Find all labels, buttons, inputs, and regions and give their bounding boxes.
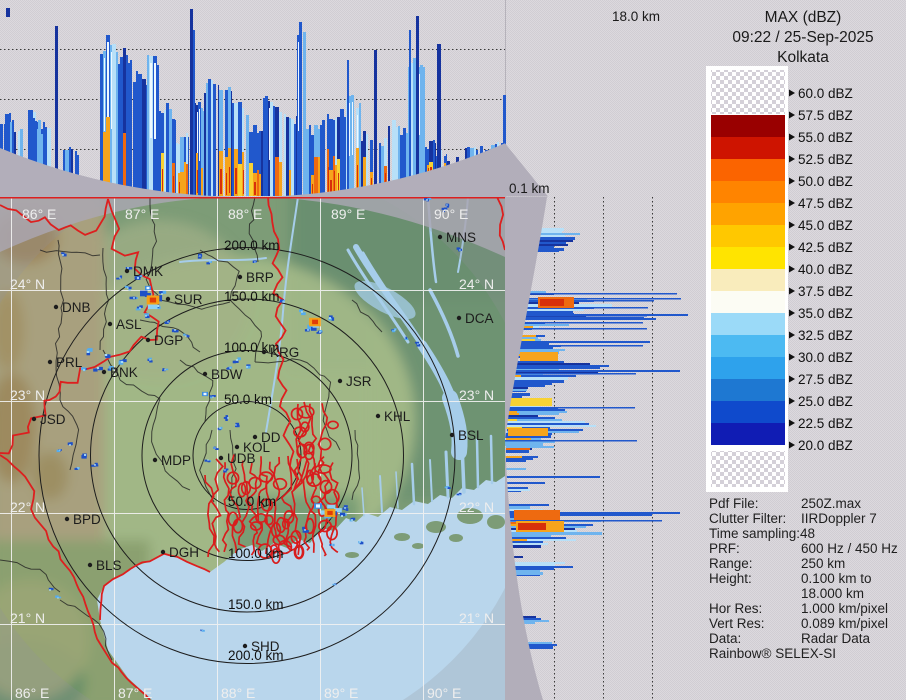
svg-text:0.089 km/pixel: 0.089 km/pixel <box>801 616 888 631</box>
svg-text:88° E: 88° E <box>228 206 262 222</box>
svg-text:BSL: BSL <box>458 428 484 443</box>
svg-text:150.0 km: 150.0 km <box>224 289 280 304</box>
svg-text:23° N: 23° N <box>10 387 45 403</box>
svg-text:KRG: KRG <box>270 345 299 360</box>
svg-text:22.5 dBZ: 22.5 dBZ <box>798 416 853 431</box>
svg-text:40.0 dBZ: 40.0 dBZ <box>798 262 853 277</box>
svg-text:25.0 dBZ: 25.0 dBZ <box>798 394 853 409</box>
svg-text:100.0 km: 100.0 km <box>228 546 284 561</box>
svg-text:09:22 / 25-Sep-2025: 09:22 / 25-Sep-2025 <box>732 29 873 46</box>
svg-text:30.0 dBZ: 30.0 dBZ <box>798 350 853 365</box>
svg-text:0.1 km: 0.1 km <box>509 181 550 196</box>
svg-text:42.5 dBZ: 42.5 dBZ <box>798 240 853 255</box>
svg-text:Data:: Data: <box>709 631 741 646</box>
svg-text:18.0 km: 18.0 km <box>612 9 660 24</box>
svg-text:Height:: Height: <box>709 571 752 586</box>
svg-text:87° E: 87° E <box>118 685 152 700</box>
svg-text:Pdf File:: Pdf File: <box>709 496 759 511</box>
svg-text:50.0 dBZ: 50.0 dBZ <box>798 174 853 189</box>
svg-text:50.0 km: 50.0 km <box>228 494 276 509</box>
svg-text:Time sampling:48: Time sampling:48 <box>709 526 815 541</box>
svg-text:SUR: SUR <box>174 292 203 307</box>
svg-text:200.0 km: 200.0 km <box>228 648 284 663</box>
svg-text:60.0 dBZ: 60.0 dBZ <box>798 86 853 101</box>
svg-text:PRL: PRL <box>56 355 83 370</box>
svg-text:MDP: MDP <box>161 453 191 468</box>
svg-text:150.0 km: 150.0 km <box>228 597 284 612</box>
svg-text:90° E: 90° E <box>427 685 461 700</box>
svg-text:55.0 dBZ: 55.0 dBZ <box>798 130 853 145</box>
svg-text:32.5 dBZ: 32.5 dBZ <box>798 328 853 343</box>
svg-text:BPD: BPD <box>73 512 101 527</box>
svg-text:SHD: SHD <box>251 639 280 654</box>
svg-text:ASL: ASL <box>116 317 142 332</box>
svg-text:DD: DD <box>261 430 281 445</box>
svg-text:88° E: 88° E <box>221 685 255 700</box>
svg-text:DMK: DMK <box>133 264 163 279</box>
svg-text:JSD: JSD <box>40 412 66 427</box>
svg-text:89° E: 89° E <box>324 685 358 700</box>
svg-text:89° E: 89° E <box>331 206 365 222</box>
svg-text:Radar Data: Radar Data <box>801 631 871 646</box>
svg-text:BLS: BLS <box>96 558 122 573</box>
svg-text:47.5 dBZ: 47.5 dBZ <box>798 196 853 211</box>
svg-text:JSR: JSR <box>346 374 372 389</box>
svg-text:BNK: BNK <box>110 365 138 380</box>
svg-text:BDW: BDW <box>211 367 243 382</box>
svg-text:DNB: DNB <box>62 300 91 315</box>
svg-text:600 Hz / 450 Hz: 600 Hz / 450 Hz <box>801 541 898 556</box>
svg-text:22° N: 22° N <box>10 499 45 515</box>
svg-text:57.5 dBZ: 57.5 dBZ <box>798 108 853 123</box>
svg-text:MNS: MNS <box>446 230 476 245</box>
svg-text:20.0 dBZ: 20.0 dBZ <box>798 438 853 453</box>
svg-text:Range:: Range: <box>709 556 753 571</box>
svg-text:50.0 km: 50.0 km <box>224 392 272 407</box>
svg-text:24° N: 24° N <box>10 276 45 292</box>
svg-text:KHL: KHL <box>384 409 411 424</box>
svg-text:24° N: 24° N <box>459 276 494 292</box>
svg-text:Vert Res:: Vert Res: <box>709 616 765 631</box>
svg-text:250Z.max: 250Z.max <box>801 496 861 511</box>
svg-text:90° E: 90° E <box>434 206 468 222</box>
svg-text:Rainbow® SELEX-SI: Rainbow® SELEX-SI <box>709 646 836 661</box>
svg-text:DGH: DGH <box>169 545 199 560</box>
svg-text:18.000 km: 18.000 km <box>801 586 864 601</box>
svg-text:21° N: 21° N <box>459 610 494 626</box>
svg-text:Hor Res:: Hor Res: <box>709 601 762 616</box>
svg-text:37.5 dBZ: 37.5 dBZ <box>798 284 853 299</box>
svg-text:IIRDoppler 7: IIRDoppler 7 <box>801 511 877 526</box>
svg-text:86° E: 86° E <box>22 206 56 222</box>
svg-text:DCA: DCA <box>465 311 494 326</box>
svg-text:21° N: 21° N <box>10 610 45 626</box>
svg-text:PRF:: PRF: <box>709 541 740 556</box>
svg-text:45.0 dBZ: 45.0 dBZ <box>798 218 853 233</box>
svg-text:52.5 dBZ: 52.5 dBZ <box>798 152 853 167</box>
svg-text:BRP: BRP <box>246 270 274 285</box>
svg-text:0.100 km to: 0.100 km to <box>801 571 872 586</box>
svg-text:87° E: 87° E <box>125 206 159 222</box>
svg-text:1.000 km/pixel: 1.000 km/pixel <box>801 601 888 616</box>
svg-text:Kolkata: Kolkata <box>777 49 829 66</box>
svg-text:22° N: 22° N <box>459 499 494 515</box>
svg-text:27.5 dBZ: 27.5 dBZ <box>798 372 853 387</box>
svg-text:23° N: 23° N <box>459 387 494 403</box>
svg-text:250 km: 250 km <box>801 556 845 571</box>
svg-text:200.0 km: 200.0 km <box>224 238 280 253</box>
svg-text:MAX (dBZ): MAX (dBZ) <box>765 9 842 26</box>
svg-text:DGP: DGP <box>154 333 183 348</box>
svg-text:Clutter Filter:: Clutter Filter: <box>709 511 786 526</box>
svg-text:KOL: KOL <box>243 440 271 455</box>
svg-text:UDB: UDB <box>227 451 256 466</box>
svg-text:35.0 dBZ: 35.0 dBZ <box>798 306 853 321</box>
svg-text:86° E: 86° E <box>15 685 49 700</box>
